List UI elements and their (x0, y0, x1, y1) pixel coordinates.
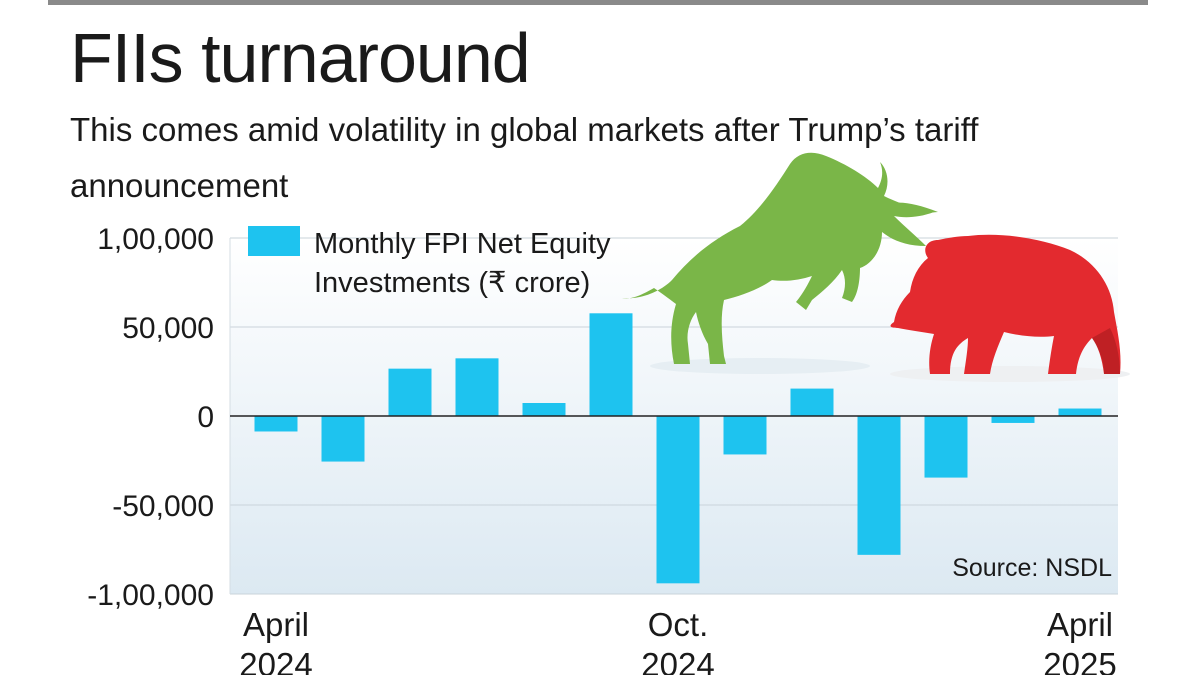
x-tick-label: 2024 (641, 646, 714, 675)
bar (589, 313, 633, 416)
bar (723, 416, 767, 455)
source-note: Source: NSDL (952, 554, 1112, 582)
legend-label-line2: Investments (₹ crore) (314, 267, 590, 299)
bar (924, 416, 968, 478)
y-tick-label: 1,00,000 (97, 223, 214, 256)
chart-subtitle: This comes amid volatility in global mar… (70, 111, 979, 204)
bull-horn (882, 202, 938, 216)
bars (254, 313, 1102, 584)
bar (991, 416, 1035, 423)
x-tick-label: April (243, 606, 309, 643)
top-rule (48, 0, 1148, 5)
x-tick-label: Oct. (648, 606, 709, 643)
legend-swatch (248, 226, 300, 256)
x-tick-label: 2024 (239, 646, 312, 675)
bear-shadow (890, 366, 1130, 382)
legend-label-line1: Monthly FPI Net Equity (314, 228, 611, 260)
bull-illustration (622, 152, 938, 374)
bar (656, 416, 700, 584)
legend: Monthly FPI Net Equity Investments (₹ cr… (248, 226, 611, 299)
bear-illustration (890, 234, 1130, 382)
bar (522, 403, 566, 416)
bull-body (622, 152, 934, 364)
bar (254, 416, 298, 432)
bar (1058, 408, 1102, 416)
x-tick-label: 2025 (1043, 646, 1116, 675)
bear-body (890, 234, 1121, 374)
chart-title: FIIs turnaround (70, 19, 531, 97)
bear-leg-shade (1092, 328, 1120, 374)
y-tick-label: 50,000 (122, 312, 214, 345)
bar (321, 416, 365, 462)
bar (790, 388, 834, 416)
bar (388, 368, 432, 416)
y-tick-label: -1,00,000 (87, 579, 214, 612)
y-axis-ticks: 1,00,000 50,000 0 -50,000 -1,00,000 (87, 223, 214, 612)
y-tick-label: 0 (197, 401, 214, 434)
x-tick-label: April (1047, 606, 1113, 643)
y-tick-label: -50,000 (112, 490, 214, 523)
bar (857, 416, 901, 555)
bull-shadow (650, 358, 870, 374)
bar (455, 358, 499, 416)
x-axis-ticks: April 2024 Oct. 2024 April 2025 (239, 606, 1116, 675)
